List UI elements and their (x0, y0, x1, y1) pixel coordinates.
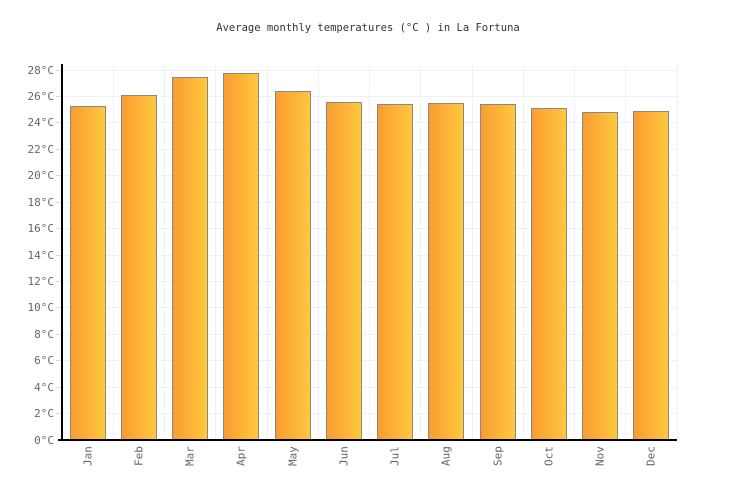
bar-mar[interactable] (172, 76, 209, 440)
y-tick-label-6: 6°C (34, 354, 54, 368)
y-tick-20 (56, 175, 62, 177)
y-tick-label-26: 26°C (27, 89, 55, 103)
month-label-jan: Jan (81, 446, 95, 466)
v-gridline-7 (420, 64, 422, 440)
v-gridline-4 (266, 64, 268, 440)
x-axis-line (58, 439, 677, 441)
bar-sep[interactable] (479, 104, 516, 440)
y-tick-6 (56, 360, 62, 362)
y-tick-12 (56, 280, 62, 282)
bar-jun[interactable] (325, 101, 362, 440)
bar-aug[interactable] (428, 103, 465, 440)
bar-oct[interactable] (530, 108, 567, 440)
y-tick-22 (56, 148, 62, 150)
bar-jan[interactable] (69, 105, 106, 440)
v-gridline-1 (112, 64, 114, 440)
v-gridline-8 (471, 64, 473, 440)
y-tick-label-28: 28°C (27, 63, 55, 77)
y-tick-label-10: 10°C (27, 301, 55, 315)
month-label-dec: Dec (644, 446, 658, 466)
y-tick-24 (56, 122, 62, 124)
y-tick-label-20: 20°C (27, 169, 55, 183)
v-gridline-2 (164, 64, 165, 440)
month-label-apr: Apr (234, 446, 248, 466)
bar-dec[interactable] (633, 110, 670, 440)
bar-nov[interactable] (582, 112, 619, 440)
y-tick-label-22: 22°C (27, 142, 55, 156)
y-tick-label-12: 12°C (27, 274, 55, 288)
bar-apr[interactable] (223, 72, 260, 440)
y-axis-line (61, 64, 63, 441)
y-tick-label-0: 0°C (34, 433, 54, 447)
y-tick-label-4: 4°C (34, 380, 54, 394)
month-label-sep: Sep (491, 446, 505, 466)
y-tick-4 (56, 386, 62, 388)
bar-jul[interactable] (377, 104, 414, 440)
month-label-may: May (286, 446, 300, 466)
month-label-jun: Jun (337, 446, 351, 466)
y-tick-label-18: 18°C (27, 195, 55, 209)
v-gridline-10 (574, 64, 575, 440)
y-tick-18 (56, 201, 62, 203)
v-gridline-9 (522, 64, 524, 440)
v-gridline-12 (676, 64, 678, 440)
y-tick-label-24: 24°C (27, 116, 55, 130)
y-tick-28 (56, 69, 62, 71)
month-label-oct: Oct (542, 446, 556, 466)
y-tick-label-16: 16°C (27, 222, 55, 236)
month-label-mar: Mar (183, 446, 197, 466)
v-gridline-6 (369, 64, 370, 440)
y-tick-2 (56, 413, 62, 415)
month-label-feb: Feb (132, 446, 146, 466)
v-gridline-3 (215, 64, 217, 440)
chart-title: Average monthly temperatures (°C ) in La… (216, 22, 520, 34)
bar-feb[interactable] (120, 95, 157, 440)
y-tick-label-14: 14°C (27, 248, 55, 262)
y-tick-label-8: 8°C (34, 327, 54, 341)
y-tick-10 (56, 307, 62, 309)
y-tick-label-2: 2°C (34, 407, 54, 421)
bar-may[interactable] (274, 91, 311, 440)
v-gridline-11 (625, 64, 627, 440)
month-label-nov: Nov (593, 446, 607, 466)
y-tick-14 (56, 254, 62, 256)
y-tick-26 (56, 95, 62, 97)
y-tick-8 (56, 333, 62, 335)
y-tick-16 (56, 228, 62, 230)
month-label-jul: Jul (388, 446, 402, 466)
month-label-aug: Aug (439, 446, 453, 466)
v-gridline-5 (317, 64, 319, 440)
